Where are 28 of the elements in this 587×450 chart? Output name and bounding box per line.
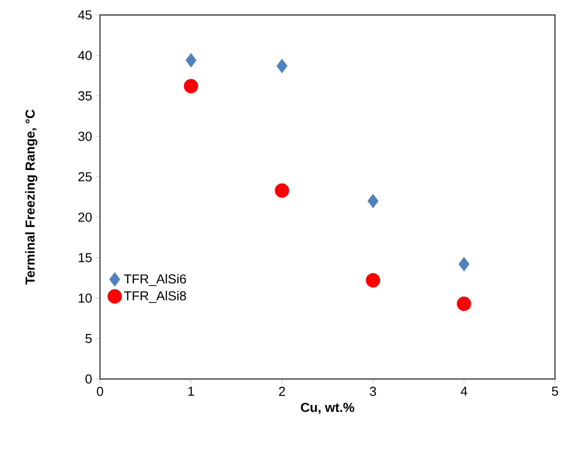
point [458, 256, 470, 272]
y-tick-label: 5 [86, 334, 92, 344]
y-tick-label: 15 [78, 253, 92, 262]
y-tick-label: 10 [78, 294, 92, 303]
y-axis-title: Terminal Freezing Range, °C [25, 110, 38, 285]
y-tick-label: 45 [78, 10, 92, 20]
y-tick-label: 35 [78, 91, 92, 100]
y-tick-label: 25 [78, 172, 92, 182]
x-tick-label: 1 [188, 386, 194, 396]
x-tick-label: 3 [370, 386, 376, 396]
point [276, 58, 288, 74]
point [368, 194, 378, 208]
point [456, 296, 472, 311]
y-tick-label: 30 [78, 132, 92, 141]
point [184, 78, 198, 94]
x-tick-label: 0 [96, 386, 104, 396]
legend-label: TFR_AlSi6 [124, 274, 186, 286]
point [186, 53, 196, 68]
y-tick-label: 20 [78, 212, 92, 222]
point [366, 273, 380, 288]
point [274, 183, 290, 198]
x-tick-label: 4 [460, 386, 468, 396]
x-axis-title: Cu, wt.% [300, 402, 354, 414]
y-tick-label: 40 [78, 50, 92, 60]
y-tick-label: 0 [86, 374, 92, 384]
x-tick-label: 5 [552, 386, 558, 396]
legend-label: TFR_AlSi8 [124, 290, 186, 303]
x-tick-label: 2 [279, 386, 285, 396]
